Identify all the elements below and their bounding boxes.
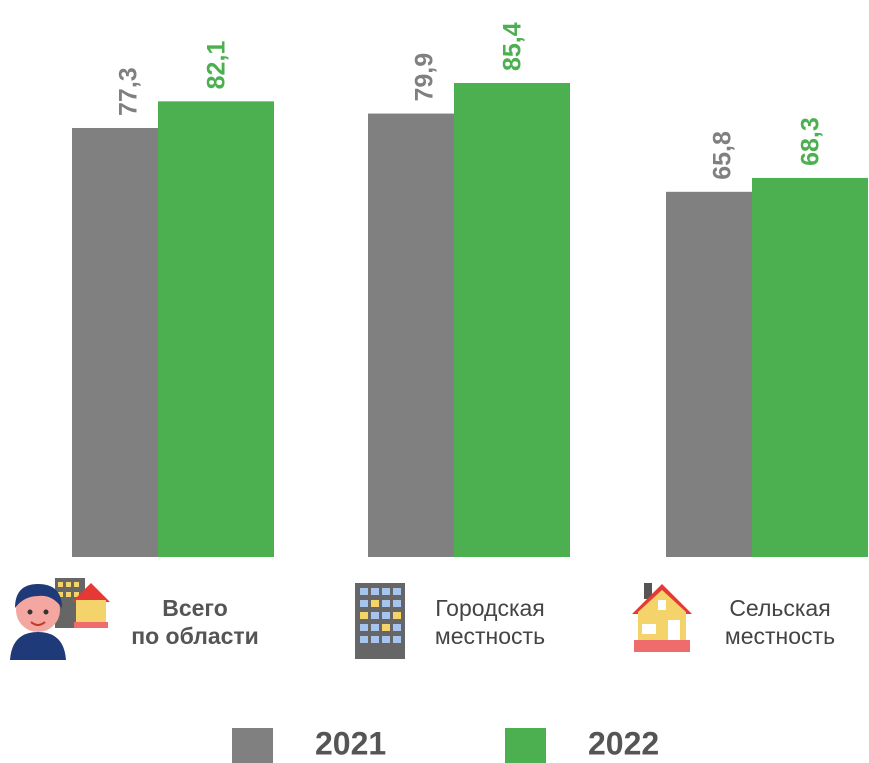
category-label: Сельская местность: [724, 595, 836, 649]
bar: [72, 127, 158, 558]
legend-label: 2021: [315, 725, 386, 761]
legend-swatch: [232, 728, 273, 763]
value-label: 77,3: [115, 67, 143, 116]
bar: [666, 191, 752, 557]
legend-label: 2022: [588, 725, 659, 761]
value-label: 68,3: [797, 117, 825, 166]
bar: [752, 177, 868, 557]
value-label: 79,9: [411, 53, 439, 102]
value-label: 85,4: [499, 22, 527, 71]
bar: [368, 113, 454, 558]
icon-rural: [632, 583, 692, 652]
value-label: 65,8: [709, 131, 737, 180]
bar: [158, 101, 274, 557]
bar: [454, 83, 570, 557]
icon-urban: [355, 583, 405, 659]
legend-swatch: [505, 728, 546, 763]
value-label: 82,1: [203, 41, 231, 90]
category-label: Городская местность: [434, 595, 546, 649]
category-label: Всего по области: [131, 595, 259, 649]
icon-total: [10, 578, 110, 660]
